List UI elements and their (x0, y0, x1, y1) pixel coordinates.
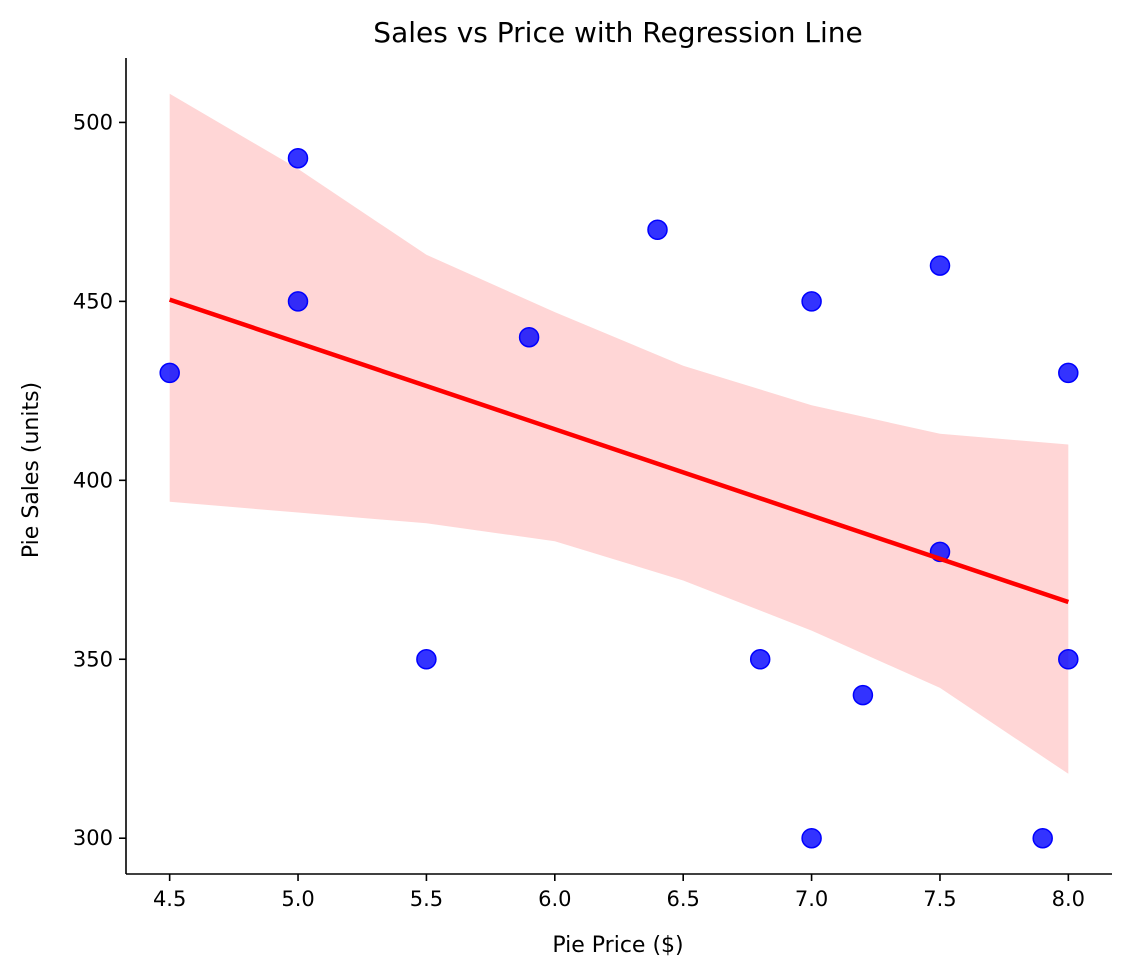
data-point (1058, 649, 1079, 670)
y-tick-label: 450 (73, 289, 113, 313)
axes-layer: 4.5 5.0 5.5 6.0 6.5 7.0 7.5 8.0 300 350 400 450 500 (73, 58, 1112, 911)
data-point (801, 827, 822, 849)
x-axis-label: Pie Price ($) (552, 933, 683, 958)
x-tick-label: 5.5 (410, 887, 443, 911)
regression-line (168, 297, 1070, 605)
x-tick-label: 6.5 (666, 887, 699, 911)
data-point (287, 291, 309, 312)
data-point (1058, 362, 1079, 384)
data-points-layer (159, 147, 1079, 849)
y-tick-label: 500 (73, 110, 113, 134)
y-tick-label: 300 (73, 826, 113, 850)
confidence-band (169, 93, 1069, 774)
data-point (1032, 827, 1053, 849)
y-tick-label: 400 (73, 468, 113, 492)
y-axis-label: Pie Sales (units) (19, 382, 44, 558)
x-tick-label: 7.0 (795, 887, 828, 911)
y-tick-label: 350 (73, 647, 113, 671)
x-tick-label: 5.0 (281, 887, 314, 911)
confidence-band-layer (169, 93, 1069, 774)
data-point (287, 147, 309, 169)
data-point (852, 684, 874, 706)
data-point (647, 219, 668, 241)
data-point (801, 291, 822, 312)
x-tick-label: 6.0 (538, 887, 571, 911)
x-tick-label: 7.5 (923, 887, 956, 911)
x-tick-label: 8.0 (1052, 887, 1085, 911)
data-point (416, 649, 437, 670)
data-point (929, 255, 951, 276)
regression-line-layer (168, 297, 1070, 605)
x-tick-label: 4.5 (153, 887, 186, 911)
data-point (518, 326, 540, 348)
data-point (159, 362, 180, 384)
data-point (749, 649, 771, 670)
chart-title: Sales vs Price with Regression Line (373, 16, 862, 49)
